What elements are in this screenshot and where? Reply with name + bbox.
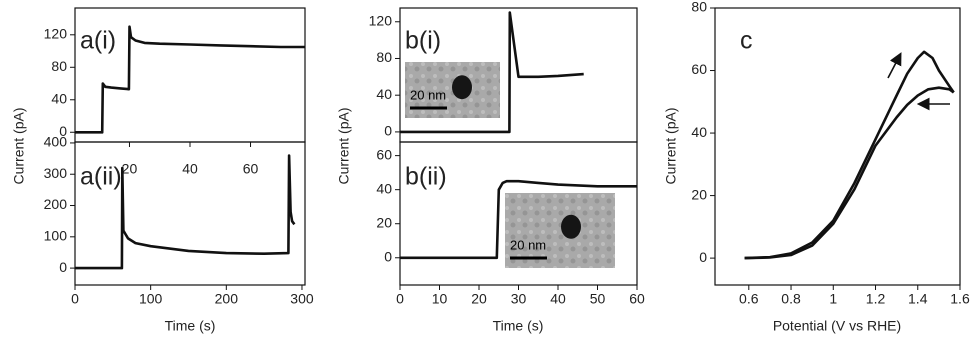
x-tick-label: 100	[139, 291, 163, 307]
data-line	[400, 179, 637, 260]
x-tick-label: 20	[122, 161, 138, 177]
y-axis-label: Current (pA)	[11, 107, 27, 184]
y-tick-label: 0	[384, 248, 392, 264]
panel-label: b(i)	[405, 27, 441, 55]
x-tick-label: 10	[432, 291, 448, 307]
x-tick-label: 1.6	[950, 291, 970, 307]
y-tick-label: 0	[59, 259, 67, 275]
plot-area	[75, 25, 305, 134]
y-tick-label: 300	[44, 165, 68, 181]
data-line	[75, 25, 305, 134]
y-tick-label: 40	[691, 124, 707, 140]
plot-area	[400, 11, 584, 134]
y-tick-label: 200	[44, 196, 68, 212]
x-tick-label: 0	[71, 291, 79, 307]
y-tick-label: 0	[384, 123, 392, 139]
data-line	[75, 154, 296, 270]
axes-frame	[714, 7, 961, 286]
x-tick-label: 60	[629, 291, 645, 307]
panel-label: c	[740, 27, 753, 55]
y-tick-label: 120	[44, 26, 68, 42]
x-tick-label: 1.2	[866, 291, 886, 307]
x-tick-label: 20	[471, 291, 487, 307]
x-tick-label: 30	[511, 291, 527, 307]
y-tick-label: 20	[376, 214, 392, 230]
x-tick-label: 0.6	[739, 291, 759, 307]
x-tick-label: 60	[243, 161, 259, 177]
x-tick-label: 0	[396, 291, 404, 307]
x-axis-label: Time (s)	[493, 318, 544, 334]
y-tick-label: 0	[59, 123, 67, 139]
y-tick-label: 20	[691, 186, 707, 202]
plot-area	[75, 154, 296, 270]
scale-label: 20 nm	[510, 237, 546, 252]
x-tick-label: 50	[590, 291, 606, 307]
panel-label: a(ii)	[80, 163, 122, 191]
y-tick-label: 100	[44, 228, 68, 244]
x-tick-label: 40	[550, 291, 566, 307]
y-tick-label: 80	[51, 58, 67, 74]
panel-label: b(ii)	[405, 163, 447, 191]
y-tick-label: 80	[691, 0, 707, 15]
x-axis-label: Time (s)	[165, 318, 216, 334]
x-tick-label: 1.4	[908, 291, 928, 307]
data-line	[400, 11, 584, 134]
x-tick-label: 200	[215, 291, 239, 307]
y-axis-label: Current (pA)	[336, 107, 352, 184]
y-tick-label: 40	[376, 86, 392, 102]
data-line	[744, 50, 955, 260]
x-tick-label: 300	[290, 291, 314, 307]
y-tick-label: 60	[691, 61, 707, 77]
y-tick-label: 60	[376, 146, 392, 162]
y-axis-label: Current (pA)	[663, 107, 679, 184]
y-tick-label: 0	[699, 249, 707, 265]
forward-arrow	[887, 52, 902, 79]
data-line	[744, 86, 955, 260]
x-tick-label: 40	[182, 161, 198, 177]
scale-label: 20 nm	[410, 87, 446, 102]
y-tick-label: 40	[376, 180, 392, 196]
plot-area	[400, 179, 637, 260]
panel-label: a(i)	[80, 27, 116, 55]
y-tick-label: 80	[376, 49, 392, 65]
x-tick-label: 1	[829, 291, 837, 307]
axes-frame	[74, 141, 306, 286]
tem-inset	[505, 193, 615, 268]
nanoparticle	[452, 75, 472, 100]
y-tick-label: 40	[51, 90, 67, 106]
x-axis-label: Potential (V vs RHE)	[773, 318, 901, 334]
y-tick-label: 120	[369, 12, 393, 28]
plot-area	[744, 50, 955, 260]
nanoparticle	[561, 214, 581, 239]
x-tick-label: 0.8	[781, 291, 801, 307]
y-tick-label: 400	[44, 134, 68, 150]
